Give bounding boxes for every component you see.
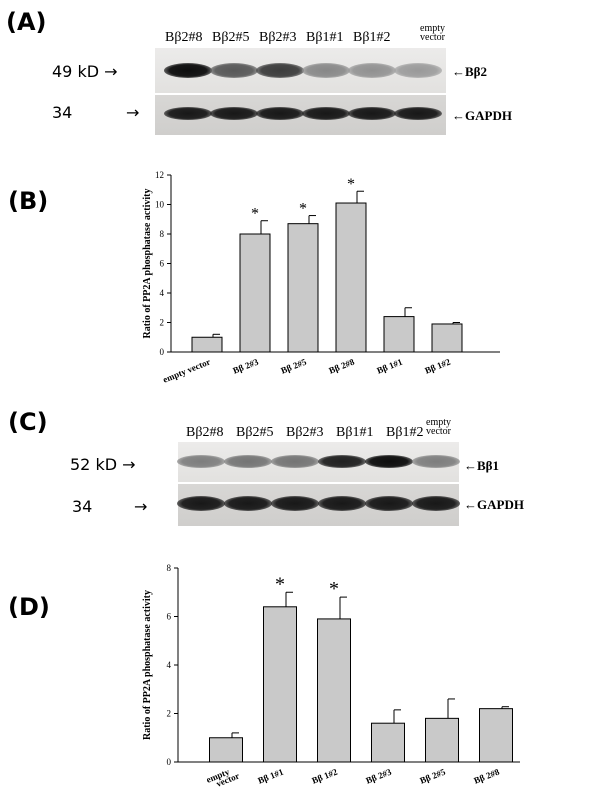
panel-a-target-band [164, 63, 212, 78]
panel-c-target-band [224, 455, 272, 468]
panel-a-target-band [348, 63, 396, 78]
panel-c-lane-label: Bβ2#5 [236, 425, 274, 440]
panel-a-target-band [302, 63, 350, 78]
panel-c-target-band [318, 455, 366, 468]
panel-b-chart-significance-marker: * [251, 206, 259, 223]
panel-a-lane-label: Bβ2#5 [212, 30, 250, 45]
panel-a-mw-bottom: 34 [52, 103, 73, 122]
panel-c-lane-label: Bβ1#2 [386, 425, 424, 440]
panel-b-chart-significance-marker: * [299, 201, 307, 218]
panel-d-chart-significance-marker: * [329, 578, 339, 600]
panel-b-chart-y-label: Ratio of PP2A phosphatase activity [142, 189, 153, 339]
panel-a-gapdh-band [302, 107, 350, 120]
panel-a-empty-vector-line: vector [420, 32, 445, 43]
panel-a-lane-label: Bβ2#8 [165, 30, 203, 45]
panel-c-target-band [412, 455, 460, 468]
panel-a-lane-label: Bβ2#3 [259, 30, 297, 45]
panel-a-target-band [210, 63, 258, 78]
panel-d-chart-category-label: Bβ 1#1 [256, 766, 285, 785]
panel-a-empty-vector-line: empty [420, 23, 445, 34]
panel-b-chart-category-label: Bβ 2#5 [279, 356, 308, 375]
panel-c-gapdh-band [318, 496, 366, 511]
panel-d-chart-bar [479, 708, 513, 763]
panel-c-gapdh-band [224, 496, 272, 511]
panel-b-chart-bar [239, 233, 271, 353]
panel-d-chart-bar [209, 737, 243, 763]
panel-b-chart-y-tick-label: 0 [160, 347, 165, 357]
panel-d-chart-bar [371, 722, 405, 763]
panel-b-chart-bar [383, 316, 415, 353]
panel-d-chart-bar [425, 717, 459, 763]
panel-c-gapdh-band [365, 496, 413, 511]
panel-a-mw-bottom-arrow: → [126, 103, 140, 122]
panel-c-gapdh-band [271, 496, 319, 511]
panel-c-target-band [177, 455, 225, 468]
panel-c-gapdh-band [412, 496, 460, 511]
panel-d-chart-category-label: Bβ 2#5 [418, 766, 447, 785]
panel-a-label: (A) [6, 8, 47, 36]
panel-c-empty-vector-line: empty [426, 417, 451, 428]
panel-a-target-band [256, 63, 304, 78]
panel-d-chart-bar [263, 606, 297, 763]
panel-a-target-band [394, 63, 442, 78]
panel-c-lane-label: Bβ1#1 [336, 425, 374, 440]
panel-d-label: (D) [8, 593, 50, 621]
panel-d-chart-category-label: Bβ 1#2 [310, 766, 339, 785]
panel-a-mw-top: 49 kD → [52, 62, 118, 81]
panel-b-chart-category-label: Bβ 2#3 [231, 356, 260, 375]
panel-a-lane-label-empty-vector: empty vector [420, 23, 445, 43]
panel-b-chart-y-tick-label: 10 [155, 200, 165, 210]
panel-b-chart-bar [287, 223, 319, 353]
panel-c-mw-bottom: 34 [72, 497, 93, 516]
panel-a-band-bbeta2: ←Bβ2 [452, 64, 488, 79]
panel-c-mw-top: 52 kD → [70, 455, 136, 474]
panel-b-chart-bar [191, 336, 223, 353]
panel-a-band-gapdh: ←GAPDH [452, 108, 512, 123]
panel-d-chart-significance-marker: * [275, 573, 285, 595]
panel-c-mw-bottom-arrow: → [134, 497, 148, 516]
panel-b-chart-category-label: empty vector [161, 357, 211, 385]
panel-b-label: (B) [8, 187, 49, 215]
panel-b-chart-bar [335, 202, 367, 353]
panel-d-chart-y-tick-label: 4 [167, 660, 172, 670]
panel-c-lane-label: Bβ2#3 [286, 425, 324, 440]
panel-b-chart-bar [431, 323, 463, 353]
panel-b-chart-category-label: Bβ 1#1 [375, 356, 404, 375]
panel-b-chart-y-tick-label: 4 [160, 288, 165, 298]
panel-b-chart-category-label: Bβ 1#2 [423, 356, 452, 375]
panel-a-gapdh-band [256, 107, 304, 120]
panel-d-chart-bar [317, 618, 351, 763]
panel-a-lane-label: Bβ1#2 [353, 30, 391, 45]
panel-c-gapdh-band [177, 496, 225, 511]
panel-d-chart-category-label: Bβ 2#3 [364, 766, 393, 785]
panel-c-band-bbeta1: ←Bβ1 [464, 458, 500, 473]
panel-c-label: (C) [8, 408, 48, 436]
panel-b-chart-y-tick-label: 2 [160, 318, 165, 328]
panel-d-chart-y-label: Ratio of PP2A phosphatase activity [142, 590, 153, 740]
panel-c-lane-label: Bβ2#8 [186, 425, 224, 440]
panel-c-empty-vector-line: vector [426, 426, 451, 437]
panel-c-lane-label-empty-vector: empty vector [426, 417, 451, 437]
panel-a-gapdh-band [164, 107, 212, 120]
panel-c-band-gapdh: ←GAPDH [464, 497, 524, 512]
panel-c-target-band [365, 455, 413, 468]
panel-a-gapdh-band [348, 107, 396, 120]
panel-b-chart-y-tick-label: 8 [160, 229, 165, 239]
panel-d-chart-y-tick-label: 8 [167, 563, 172, 573]
panel-b-chart-category-label: Bβ 2#8 [327, 356, 356, 375]
panel-c-target-band [271, 455, 319, 468]
panel-d-chart-category-label: Bβ 2#8 [472, 766, 501, 785]
panel-b-chart-y-tick-label: 6 [160, 259, 165, 269]
panel-a-gapdh-band [210, 107, 258, 120]
panel-b-chart-significance-marker: * [347, 176, 355, 193]
panel-a-lane-label: Bβ1#1 [306, 30, 344, 45]
panel-d-chart-y-tick-label: 6 [167, 612, 172, 622]
panel-a-gapdh-band [394, 107, 442, 120]
panel-d-chart-y-tick-label: 2 [167, 709, 172, 719]
panel-d-chart-y-tick-label: 0 [167, 757, 172, 767]
panel-b-chart-y-tick-label: 12 [155, 170, 164, 180]
